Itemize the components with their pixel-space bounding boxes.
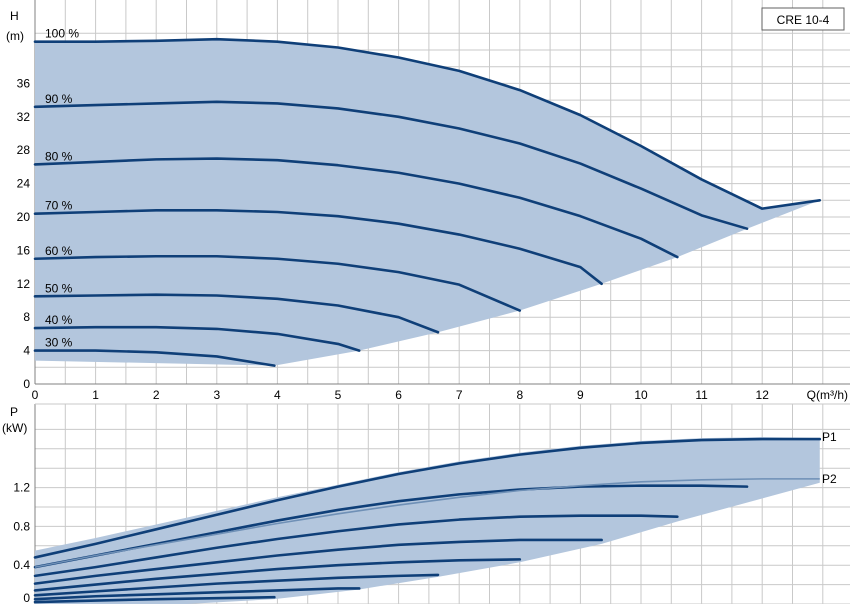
flow-x-tick-label: 6	[395, 388, 402, 402]
power-curve-5	[33, 558, 522, 592]
flow-x-tick-label: 2	[153, 388, 160, 402]
head-envelope	[35, 39, 820, 366]
speed-label-30pct: 30 %	[45, 336, 73, 350]
power-curve-2	[33, 484, 749, 569]
power-axis-label: P	[10, 405, 18, 419]
power-envelope	[35, 437, 820, 604]
power-curve-7	[33, 587, 361, 601]
speed-label-70pct: 70 %	[45, 199, 73, 213]
flow-x-tick-label: 12	[756, 388, 770, 402]
head-curve-90pct	[33, 100, 749, 230]
head-labels: 100 % 90 % 80 % 70 % 60 % 50 % 40 % 30 % H (m) 0 4 8…	[6, 9, 848, 402]
power-axis-unit: (kW)	[2, 421, 27, 435]
head-curve-80pct	[33, 157, 679, 259]
speed-label-90pct: 90 %	[45, 92, 73, 106]
power-curve-6	[33, 573, 440, 597]
model-label: CRE 10-4	[777, 13, 830, 27]
speed-label-40pct: 40 %	[45, 313, 73, 327]
p2-label: P2	[822, 472, 837, 486]
flow-x-tick-label: 5	[335, 388, 342, 402]
head-curve-40pct	[33, 325, 361, 352]
power-labels: P (kW) 0 0.4 0.8 1.2 P1 P2	[2, 405, 837, 604]
speed-label-100pct: 100 %	[45, 27, 79, 41]
head-axis-label: H	[10, 9, 19, 23]
head-y-tick-label: 28	[17, 143, 31, 157]
head-curve-70pct	[33, 209, 603, 286]
flow-x-tick-label: 10	[634, 388, 648, 402]
power-curve-p2	[34, 478, 820, 568]
head-curve-30pct	[33, 349, 276, 367]
head-y-tick-label: 8	[23, 310, 30, 324]
flow-x-tick-label: 11	[695, 388, 708, 402]
head-axis-unit: (m)	[6, 29, 24, 43]
head-y-tick-label: 32	[17, 110, 31, 124]
p1-label: P1	[822, 430, 837, 444]
power-curve-8	[33, 595, 276, 604]
power-curve-4	[33, 538, 603, 585]
head-y-tick-label: 12	[17, 277, 31, 291]
power-y-tick-label: 0	[23, 591, 30, 604]
head-curve-100pct	[33, 37, 822, 210]
power-y-tick-label: 1.2	[13, 481, 30, 495]
flow-x-tick-label: 3	[213, 388, 220, 402]
flow-axis-label: Q(m³/h)	[807, 388, 848, 402]
power-y-tick-label: 0.4	[13, 558, 30, 572]
head-y-tick-label: 0	[23, 377, 30, 391]
power-envelope-fill	[35, 437, 820, 604]
speed-label-80pct: 80 %	[45, 149, 73, 163]
head-curve-60pct	[33, 254, 522, 312]
head-y-tick-label: 16	[17, 243, 31, 257]
flow-x-tick-label: 9	[577, 388, 584, 402]
head-y-tick-label: 36	[17, 76, 31, 90]
power-curve-3	[33, 514, 679, 578]
speed-label-60pct: 60 %	[45, 244, 73, 258]
flow-x-tick-label: 1	[92, 388, 99, 402]
model-label-box	[761, 7, 845, 31]
head-y-tick-label: 4	[23, 344, 30, 358]
head-y-tick-label: 20	[17, 210, 31, 224]
head-y-tick-label: 24	[17, 177, 31, 191]
head-envelope-fill	[35, 39, 820, 366]
head-curves	[33, 37, 822, 367]
flow-x-tick-label: 0	[32, 388, 39, 402]
power-curve-1	[33, 437, 822, 559]
flow-x-tick-label: 4	[274, 388, 281, 402]
speed-label-50pct: 50 %	[45, 281, 73, 295]
power-y-tick-label: 0.8	[13, 519, 30, 533]
flow-x-tick-label: 8	[516, 388, 523, 402]
flow-x-tick-label: 7	[456, 388, 463, 402]
power-curves	[33, 437, 822, 604]
head-curve-50pct	[33, 293, 440, 334]
